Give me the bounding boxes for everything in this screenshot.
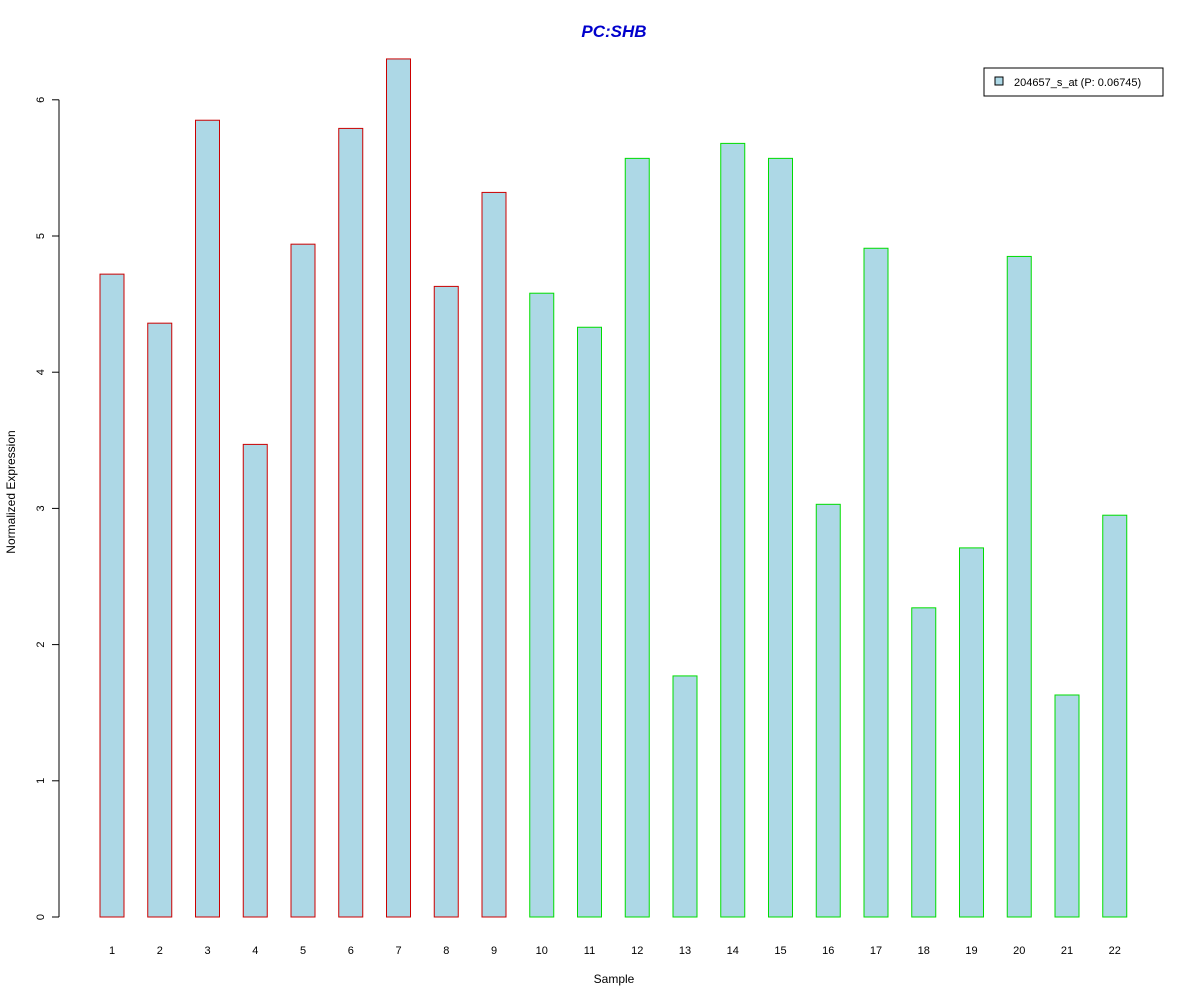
bar-sample-11 (577, 326, 602, 918)
bar-sample-20 (1006, 255, 1032, 918)
x-tick-label: 10 (536, 945, 548, 957)
x-tick-label: 9 (491, 945, 497, 957)
bar-sample-22 (1102, 514, 1128, 918)
x-tick-label: 7 (395, 945, 401, 957)
bar-sample-14 (720, 142, 746, 918)
y-tick-label: 2 (35, 642, 47, 648)
x-tick-label: 16 (822, 945, 834, 957)
y-tick-label: 0 (35, 914, 47, 920)
bar-sample-6 (338, 127, 364, 918)
bar-sample-16 (815, 503, 841, 918)
bar-sample-19 (959, 547, 984, 918)
x-tick-label: 8 (443, 945, 449, 957)
y-tick-label: 1 (35, 778, 47, 784)
y-tick-label: 6 (35, 97, 47, 103)
x-tick-label: 13 (679, 945, 691, 957)
legend: 204657_s_at (P: 0.06745) (983, 67, 1164, 97)
bar-sample-2 (147, 322, 173, 918)
x-tick-label: 1 (109, 945, 115, 957)
bar-sample-18 (911, 607, 937, 918)
y-tick-label: 3 (35, 505, 47, 511)
x-tick-label: 14 (727, 945, 739, 957)
bar-sample-7 (386, 58, 411, 918)
x-tick-label: 11 (584, 945, 595, 957)
bar-sample-1 (99, 273, 125, 918)
x-tick-label: 20 (1013, 945, 1025, 957)
x-tick-label: 22 (1109, 945, 1121, 957)
bar-sample-5 (290, 243, 316, 918)
bar-sample-15 (768, 157, 793, 918)
bar-sample-3 (195, 119, 220, 918)
x-tick-label: 15 (774, 945, 786, 957)
bar-sample-4 (242, 443, 268, 918)
legend-label: 204657_s_at (P: 0.06745) (1014, 77, 1141, 89)
y-axis-label: Normalized Expression (4, 430, 18, 553)
x-tick-label: 4 (252, 945, 258, 957)
x-axis-tick-labels: 1 2 3 4 5 6 7 8 9 10 11 12 13 14 15 16 17 18 19 20 21 22 (109, 945, 1121, 957)
legend-box (983, 67, 1164, 97)
bar-sample-17 (863, 247, 889, 918)
y-tick-label: 5 (35, 233, 47, 239)
bar-sample-12 (624, 157, 650, 918)
x-tick-label: 17 (870, 945, 882, 957)
chart-title: PC:SHB (581, 22, 646, 41)
x-tick-label: 2 (157, 945, 163, 957)
x-axis-label: Sample (594, 972, 635, 986)
x-tick-label: 3 (204, 945, 210, 957)
bar-sample-9 (481, 191, 507, 918)
x-tick-label: 12 (631, 945, 643, 957)
x-tick-label: 19 (965, 945, 977, 957)
bar-sample-10 (529, 292, 555, 918)
x-tick-label: 21 (1061, 945, 1073, 957)
x-tick-label: 6 (348, 945, 354, 957)
y-tick-label: 4 (35, 369, 47, 375)
x-tick-label: 18 (918, 945, 930, 957)
bar-sample-13 (672, 675, 698, 918)
legend-swatch (994, 76, 1004, 86)
bars-group (99, 58, 1128, 918)
bar-sample-21 (1054, 694, 1080, 918)
x-tick-label: 5 (300, 945, 306, 957)
bar-sample-8 (433, 285, 459, 918)
y-axis: 0 1 2 3 4 5 6 (35, 97, 60, 920)
